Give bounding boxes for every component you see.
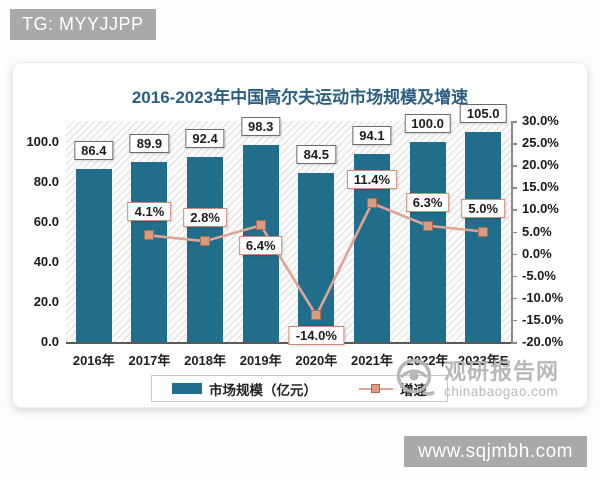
right-axis-tick-label: 15.0%: [522, 179, 559, 195]
left-axis-tick-label: 0.0: [40, 334, 59, 349]
bar: [131, 162, 168, 342]
x-axis-label: 2020年: [295, 353, 338, 368]
right-axis-tick: [511, 297, 517, 300]
x-axis-label: 2021年: [350, 353, 393, 368]
right-axis-tick: [511, 121, 517, 123]
chart-title: 2016-2023年中国高尔夫运动市场规模及增速: [131, 88, 469, 107]
bar-value-label: 100.0: [404, 114, 451, 133]
growth-marker: [478, 226, 489, 237]
right-axis-tick: [511, 165, 517, 167]
legend-item-market-size: 市场规模（亿元）: [172, 379, 317, 399]
growth-marker: [311, 310, 322, 321]
watermark-site-domain: chinabaogao.com: [444, 384, 559, 400]
bar-value-label: 105.0: [459, 104, 507, 123]
x-axis-label: 2017年: [128, 353, 171, 368]
right-axis-tick: [511, 187, 517, 189]
x-axis-label: 2018年: [184, 353, 227, 368]
growth-value-label: 6.4%: [238, 236, 283, 256]
bar: [409, 142, 446, 342]
right-axis-tick: [511, 143, 517, 145]
growth-marker: [366, 198, 377, 209]
growth-value-label: 5.0%: [461, 198, 506, 218]
growth-value-label: 11.4%: [346, 170, 398, 190]
bar: [465, 132, 502, 342]
bar-value-label: 92.4: [185, 129, 225, 149]
growth-value-label: 6.3%: [405, 192, 450, 212]
left-axis-tick-label: 60.0: [33, 214, 59, 229]
website-badge: www.sqjmbh.com: [404, 436, 587, 467]
bar-value-label: 86.4: [74, 141, 114, 161]
bar: [75, 169, 112, 342]
right-axis-tick-label: 20.0%: [522, 157, 559, 173]
line-swatch-icon: [359, 383, 393, 394]
left-axis-tick-label: 100.0: [26, 134, 59, 149]
x-axis-label: 2022年: [406, 353, 449, 368]
watermark-eye-icon: [396, 358, 436, 396]
watermark: 观研报告网 chinabaogao.com: [393, 356, 559, 402]
right-axis-tick-label: -10.0%: [522, 289, 564, 305]
right-axis-tick-label: 5.0%: [522, 223, 552, 239]
bar: [187, 157, 224, 342]
bar-value-label: 84.5: [296, 145, 336, 164]
right-axis-tick-label: 0.0%: [522, 245, 552, 261]
telegram-tag-badge: TG: MYYJJPP: [10, 9, 156, 40]
left-axis-tick-label: 20.0: [33, 294, 59, 309]
growth-value-label: 4.1%: [127, 202, 172, 222]
left-axis-tick-label: 80.0: [33, 174, 59, 189]
right-axis-tick: [511, 231, 517, 233]
right-axis-tick-label: -5.0%: [522, 267, 556, 283]
growth-value-label: 2.8%: [183, 208, 227, 228]
bar-value-label: 98.3: [241, 117, 281, 137]
growth-marker: [422, 220, 433, 231]
growth-marker: [144, 230, 155, 241]
bar-value-label: 94.1: [352, 125, 392, 145]
growth-marker: [255, 220, 266, 231]
right-axis-tick: [511, 209, 517, 211]
growth-value-label: -14.0%: [288, 326, 344, 346]
watermark-text: 观研报告网 chinabaogao.com: [444, 359, 559, 399]
chart-plot-area: 0.0 20.0 40.0 60.0 80.0 100.0 30.0% 25.0% 20.0% 1…: [13, 63, 587, 407]
right-axis-tick: [511, 275, 517, 278]
right-axis-tick: [511, 319, 517, 322]
watermark-site-name: 观研报告网: [444, 358, 560, 384]
right-axis-tick-label: 30.0%: [522, 113, 559, 128]
chart-card: 2016-2023年中国高尔夫运动市场规模及增速 0.0 20.0 40.0 60.0…: [12, 62, 588, 408]
right-axis-tick-label: -15.0%: [522, 311, 564, 327]
right-axis-tick-label: 25.0%: [522, 135, 559, 151]
left-axis-tick-label: 40.0: [33, 254, 59, 269]
bar-swatch-icon: [172, 383, 202, 394]
right-axis-tick-label: 10.0%: [522, 201, 559, 217]
bar-value-label: 89.9: [129, 134, 170, 154]
x-axis-label: 2019年: [239, 353, 282, 368]
legend-label-market-size: 市场规模（亿元）: [209, 382, 317, 398]
right-axis-tick-label: -20.0%: [522, 334, 564, 349]
right-axis-tick: [511, 253, 517, 256]
right-axis-tick: [511, 342, 517, 344]
x-axis-label: 2016年: [72, 353, 115, 368]
growth-marker: [200, 236, 211, 247]
x-axis-label: 2023年E: [457, 353, 509, 368]
